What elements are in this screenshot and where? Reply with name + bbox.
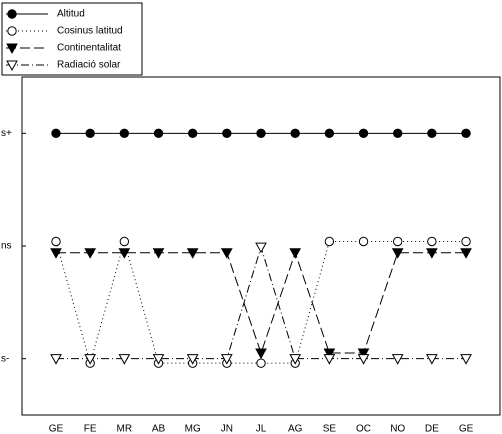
point	[289, 248, 302, 259]
series-line	[56, 251, 467, 355]
x-tick-label: FE	[84, 424, 97, 434]
point	[51, 236, 61, 247]
y-tick-label: s+	[1, 128, 12, 139]
legend-label: Cosinus latitud	[57, 26, 123, 37]
point	[186, 248, 199, 259]
point	[119, 236, 130, 247]
legend-marker	[6, 43, 18, 55]
point	[391, 354, 404, 365]
point	[460, 354, 472, 365]
point	[152, 248, 165, 259]
point	[221, 248, 233, 259]
x-tick-label: AB	[152, 424, 166, 434]
series-line	[56, 245, 467, 360]
x-tick-label: DE	[425, 424, 439, 434]
legend-label: Altitud	[57, 9, 85, 20]
point	[391, 248, 404, 259]
x-tick-label: AG	[288, 424, 303, 434]
point	[358, 236, 369, 247]
point	[460, 248, 472, 259]
point	[357, 354, 370, 365]
point	[426, 248, 438, 259]
point	[152, 354, 165, 365]
legend-marker	[6, 60, 18, 72]
point	[256, 358, 266, 368]
x-tick-label: JN	[221, 424, 233, 434]
y-tick-label: ns	[1, 241, 12, 252]
point	[323, 354, 336, 365]
point	[256, 128, 266, 139]
legend-label: Continentalitat	[57, 43, 121, 54]
x-tick-label: OC	[356, 424, 371, 434]
series-line	[55, 239, 467, 366]
point	[222, 128, 232, 139]
point	[426, 354, 438, 365]
legend-box	[1, 2, 143, 76]
point	[358, 128, 369, 139]
point	[461, 128, 471, 139]
x-tick-label: GE	[459, 424, 474, 434]
point	[393, 128, 403, 139]
point	[323, 348, 336, 360]
legend-marker	[7, 26, 17, 36]
legend-marker	[7, 9, 17, 19]
point	[119, 128, 130, 139]
x-tick-label: SE	[323, 424, 337, 434]
point	[427, 236, 437, 247]
point	[255, 348, 267, 360]
point	[186, 354, 199, 365]
point	[84, 248, 97, 259]
point	[393, 236, 403, 247]
point	[153, 128, 164, 139]
point	[290, 128, 300, 139]
x-tick-label: JL	[256, 424, 267, 434]
x-tick-label: MR	[117, 424, 133, 434]
point	[221, 354, 233, 365]
x-tick-label: NO	[390, 424, 405, 434]
point	[461, 236, 471, 247]
y-tick-label: s-	[1, 353, 9, 364]
x-tick-label: GE	[49, 424, 64, 434]
point	[324, 128, 335, 139]
point	[85, 128, 95, 139]
point	[357, 348, 370, 360]
point	[289, 354, 302, 365]
point	[255, 242, 267, 254]
point	[187, 128, 198, 139]
point	[50, 248, 62, 259]
point	[118, 354, 131, 365]
point	[84, 354, 97, 365]
legend-label: Radiació solar	[57, 60, 121, 71]
point	[324, 236, 335, 247]
point	[118, 248, 131, 259]
x-tick-label: MG	[185, 424, 201, 434]
point	[427, 128, 437, 139]
point	[51, 128, 61, 139]
point	[50, 354, 62, 365]
